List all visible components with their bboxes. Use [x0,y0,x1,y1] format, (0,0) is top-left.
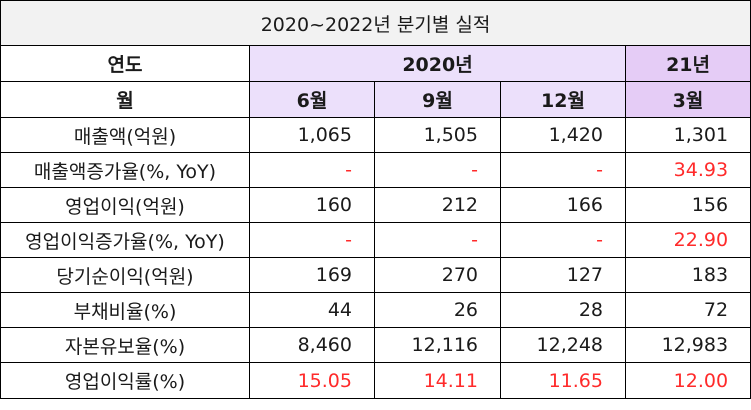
value-cell: 26 [374,292,501,328]
table-row: 부채비율(%) 44 26 28 72 [0,292,751,328]
table-row: 영업이익률(%) 15.05 14.11 11.65 12.00 [0,362,751,399]
value-cell: 8,460 [249,327,375,363]
value-cell: 1,065 [249,117,375,153]
year-21-header: 21년 [624,45,751,82]
value-cell: 28 [500,292,626,328]
month-header-row: 월 6월 9월 12월 3월 [0,81,751,118]
value-cell: 183 [624,257,751,293]
value-cell: 22.90 [624,222,751,258]
value-cell: 160 [249,187,375,223]
year-label-header: 연도 [0,45,250,82]
value-cell: 11.65 [500,362,626,399]
value-cell: 15.05 [249,362,375,399]
value-cell: - [500,152,626,188]
table-row: 당기순이익(억원) 169 270 127 183 [0,257,751,293]
value-cell: 12,116 [374,327,501,363]
value-cell: - [500,222,626,258]
table-row: 영업이익증가율(%, YoY) - - -22.90 [0,222,751,258]
value-cell: 44 [249,292,375,328]
value-cell: 270 [374,257,501,293]
month-header-sep: 9월 [374,81,501,118]
value-cell: - [249,222,375,258]
month-label-header: 월 [0,81,250,118]
value-cell: 127 [500,257,626,293]
value-cell: 14.11 [374,362,501,399]
row-label: 자본유보율(%) [0,327,250,363]
year-2020-header: 2020년 [249,45,626,82]
value-cell: 34.93 [624,152,751,188]
value-cell: 12,248 [500,327,626,363]
row-label: 영업이익(억원) [0,187,250,223]
table-row: 매출액(억원) 1,065 1,505 1,420 1,301 [0,117,751,153]
value-cell: 72 [624,292,751,328]
table-title: 2020~2022년 분기별 실적 [0,0,751,46]
value-cell: 12,983 [624,327,751,363]
title-row: 2020~2022년 분기별 실적 [0,0,751,46]
month-header-mar: 3월 [624,81,751,118]
value-cell: - [249,152,375,188]
value-cell: 1,505 [374,117,501,153]
value-cell: - [374,222,501,258]
table-row: 영업이익(억원) 160 212 166 156 [0,187,751,223]
value-cell: 156 [624,187,751,223]
value-cell: 1,301 [624,117,751,153]
row-label: 당기순이익(억원) [0,257,250,293]
table-row: 자본유보율(%) 8,460 12,116 12,248 12,983 [0,327,751,363]
value-cell: - [374,152,501,188]
table-row: 매출액증가율(%, YoY) - - -34.93 [0,152,751,188]
value-cell: 166 [500,187,626,223]
row-label: 매출액(억원) [0,117,250,153]
row-label: 영업이익증가율(%, YoY) [0,222,250,258]
month-header-jun: 6월 [249,81,375,118]
year-header-row: 연도 2020년 21년 [0,45,751,82]
value-cell: 12.00 [624,362,751,399]
value-cell: 169 [249,257,375,293]
value-cell: 1,420 [500,117,626,153]
row-label: 부채비율(%) [0,292,250,328]
row-label: 영업이익률(%) [0,362,250,399]
month-header-dec: 12월 [500,81,626,118]
row-label: 매출액증가율(%, YoY) [0,152,250,188]
quarterly-performance-table: 2020~2022년 분기별 실적 연도 2020년 21년 월 6월 9월 1… [0,0,751,399]
table-body: 매출액(억원) 1,065 1,505 1,420 1,301 매출액증가율(%, YoY… [0,117,751,399]
value-cell: 212 [374,187,501,223]
